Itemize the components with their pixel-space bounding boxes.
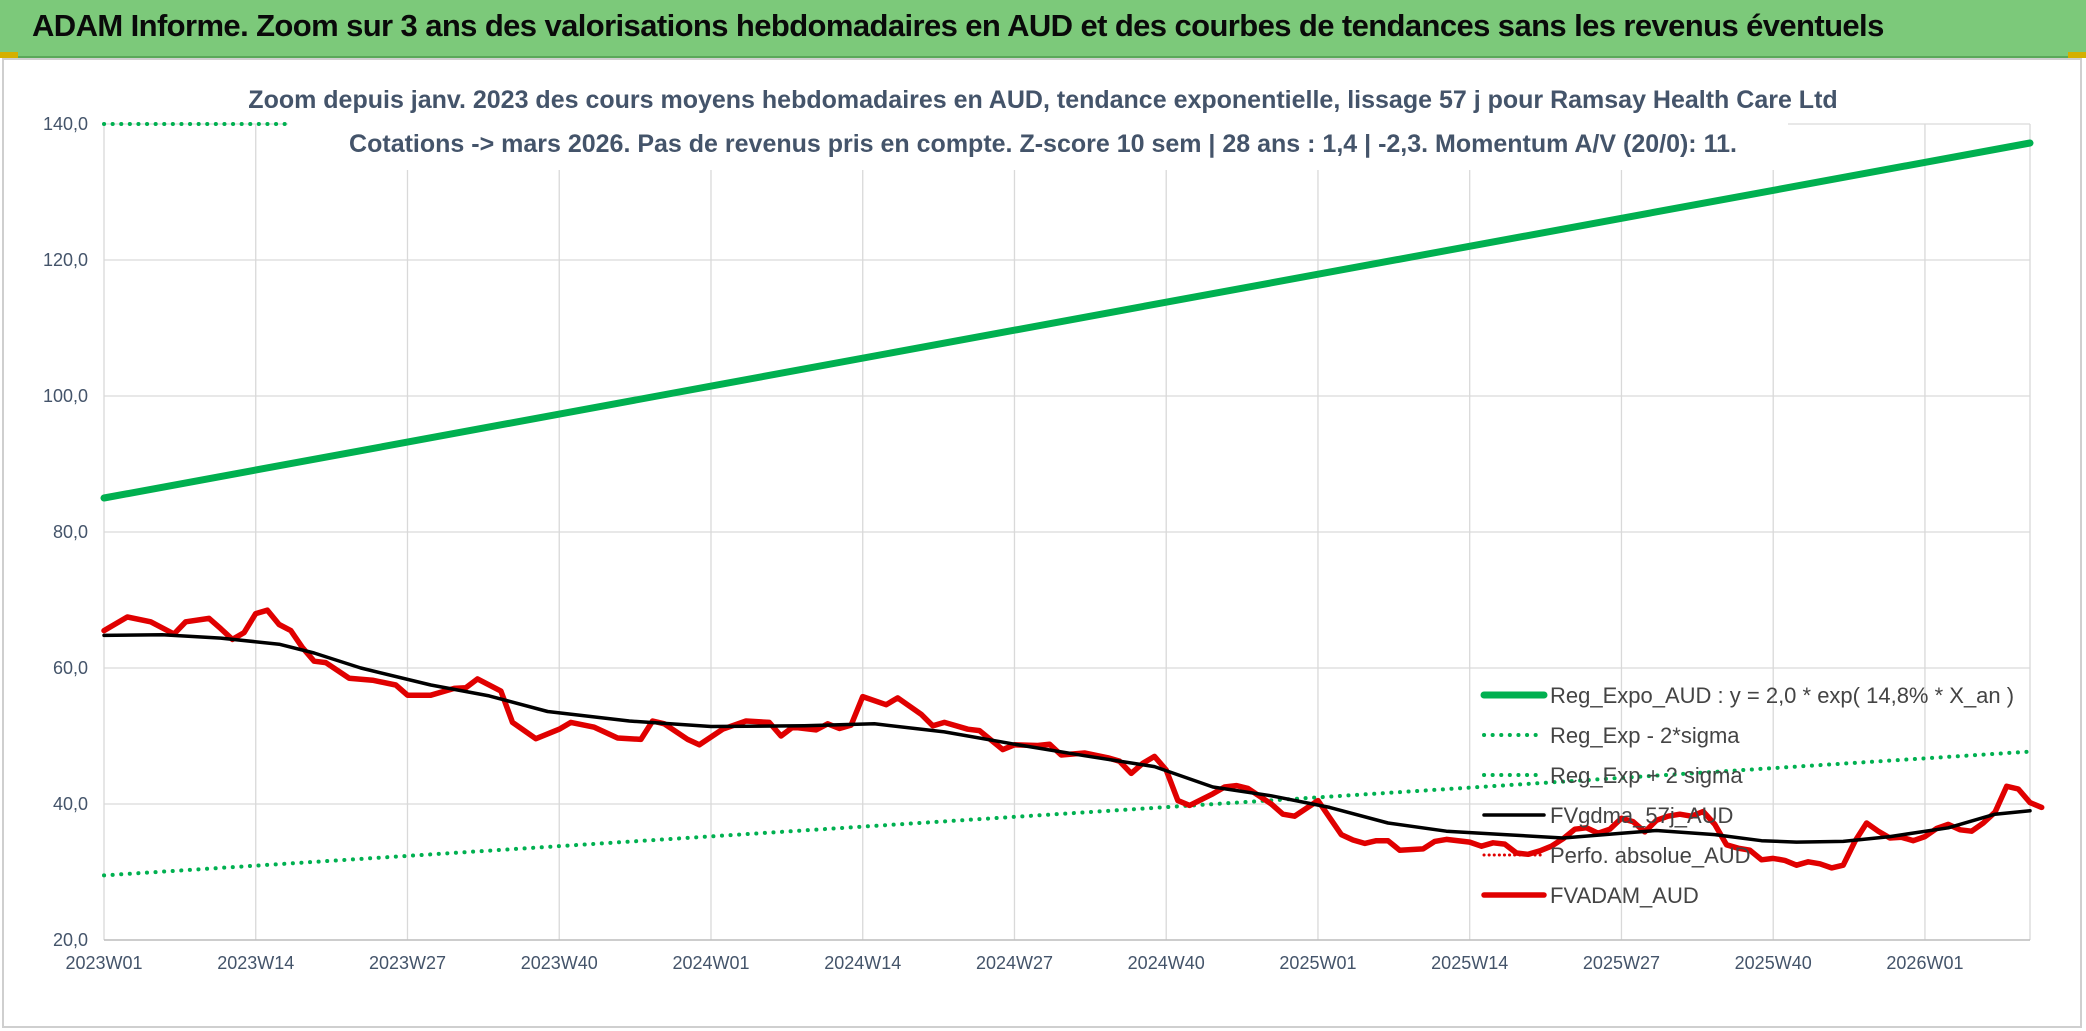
legend-entry: Reg_Exp - 2*sigma: [1550, 723, 1740, 748]
x-tick-label: 2025W40: [1735, 953, 1812, 973]
series-layer: [100, 122, 2045, 878]
y-tick-label: 60,0: [53, 658, 88, 678]
y-tick-label: 40,0: [53, 794, 88, 814]
y-tick-label: 120,0: [43, 250, 88, 270]
legend-entry: Reg_Exp + 2 sigma: [1550, 763, 1743, 788]
x-tick-label: 2024W01: [672, 953, 749, 973]
y-tick-label: 100,0: [43, 386, 88, 406]
report-title: ADAM Informe. Zoom sur 3 ans des valoris…: [32, 8, 1884, 43]
chart-frame: [2, 58, 2082, 1028]
corner-marker-left: [0, 52, 18, 58]
x-tick-label: 2023W01: [65, 953, 142, 973]
y-tick-label: 20,0: [53, 930, 88, 950]
chart-title-box: Zoom depuis janv. 2023 des cours moyens …: [248, 82, 1838, 170]
legend-entry: Reg_Expo_AUD : y = 2,0 * exp( 14,8% * X_…: [1550, 683, 2014, 708]
x-tick-label: 2026W01: [1886, 953, 1963, 973]
x-tick-label: 2024W40: [1128, 953, 1205, 973]
x-tick-label: 2024W27: [976, 953, 1053, 973]
series-reg-exp-2-sigma: [102, 749, 2032, 878]
legend-entry: FVgdma_57j_AUD: [1550, 803, 1733, 828]
gridlines: [103, 123, 2031, 941]
x-tick-label: 2023W27: [369, 953, 446, 973]
chart-title-line-2: Cotations -> mars 2026. Pas de revenus p…: [349, 130, 1737, 158]
axes: 20,0 40,0 60,0 80,0 100,0 120,0 140,0 2023W01 20…: [43, 114, 2030, 973]
y-tick-label: 140,0: [43, 114, 88, 134]
y-tick-label: 80,0: [53, 522, 88, 542]
x-tick-label: 2023W40: [521, 953, 598, 973]
legend: Reg_Expo_AUD : y = 2,0 * exp( 14,8% * X_…: [1480, 683, 2014, 908]
title-banner: ADAM Informe. Zoom sur 3 ans des valoris…: [0, 0, 2086, 58]
series-fvadam-aud: [101, 607, 2045, 871]
x-tick-label: 2024W14: [824, 953, 901, 973]
legend-entry: FVADAM_AUD: [1550, 883, 1699, 908]
series-reg-expo-aud-y-2-0-exp-14-8-x-an: [100, 139, 2034, 502]
x-tick-label: 2025W27: [1583, 953, 1660, 973]
x-tick-label: 2025W01: [1279, 953, 1356, 973]
chart-title-background: [288, 82, 1788, 170]
x-tick-label: 2025W14: [1431, 953, 1508, 973]
x-tick-label: 2023W14: [217, 953, 294, 973]
chart-title-line-1: Zoom depuis janv. 2023 des cours moyens …: [248, 86, 1837, 114]
corner-marker-right: [2068, 52, 2086, 58]
series-fvgdma-57j-aud: [102, 632, 2032, 844]
legend-entry: Perfo. absolue_AUD: [1550, 843, 1751, 868]
